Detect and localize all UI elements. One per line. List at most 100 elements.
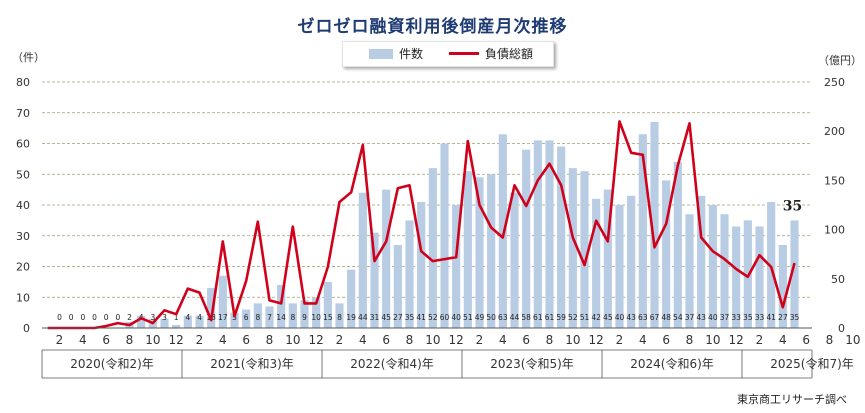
bar	[592, 198, 601, 328]
y-left-tick-label: 0	[23, 322, 30, 335]
x-month-tick-label: 10	[285, 333, 300, 347]
year-label: 2020(令和2)年	[70, 356, 154, 371]
bar	[685, 214, 694, 328]
bar	[755, 226, 764, 328]
bar	[440, 143, 449, 328]
bar	[662, 180, 671, 328]
bar	[650, 121, 659, 328]
bar-value-label: 33	[731, 313, 741, 322]
bar	[160, 318, 169, 328]
bar-value-label: 35	[405, 313, 415, 322]
last-bar-value-label: 35	[783, 198, 802, 214]
bar-value-label: 63	[498, 313, 508, 322]
bar	[288, 303, 297, 328]
bar	[603, 189, 612, 328]
bar-value-label: 44	[358, 313, 368, 322]
x-month-tick-label: 2	[56, 333, 64, 347]
bar	[778, 244, 787, 328]
y-right-tick-label: 100	[824, 224, 845, 237]
legend-label-debt: 負債総額	[485, 47, 534, 61]
bar-value-label: 63	[638, 313, 648, 322]
debt-series-line	[47, 120, 796, 330]
bar-value-label: 37	[720, 313, 730, 322]
bar	[218, 275, 227, 328]
bar	[277, 284, 286, 328]
bar-value-label: 3	[150, 313, 155, 322]
bar-value-label: 40	[615, 313, 625, 322]
y-left-tick-label: 50	[16, 168, 30, 181]
bar	[510, 192, 519, 328]
bar	[475, 177, 484, 328]
bar-value-label: 27	[778, 313, 788, 322]
bar-value-label: 7	[267, 313, 272, 322]
x-month-tick-label: 8	[126, 333, 134, 347]
bar-value-label: 49	[475, 313, 485, 322]
bar	[393, 244, 402, 328]
bar	[522, 149, 531, 328]
bar-value-label: 17	[218, 313, 228, 322]
bar	[615, 205, 624, 328]
bar	[790, 220, 799, 328]
y-left-tick-label: 80	[16, 76, 30, 89]
bar-value-label: 60	[440, 313, 450, 322]
bar	[463, 171, 472, 328]
bar	[183, 315, 192, 328]
bar	[487, 174, 496, 328]
y-right-unit-label: （億円）	[818, 54, 862, 67]
bar	[207, 288, 216, 328]
bar	[347, 269, 356, 328]
bar-value-label: 42	[591, 313, 601, 322]
bar-value-label: 45	[603, 313, 613, 322]
bar	[720, 214, 729, 328]
x-month-tick-label: 4	[359, 333, 367, 347]
bar-value-label: 52	[568, 313, 578, 322]
bar-value-label: 44	[510, 313, 520, 322]
x-month-tick-label: 6	[802, 333, 810, 347]
x-month-tick-label: 6	[522, 333, 530, 347]
bar-value-label: 8	[290, 313, 295, 322]
bar-value-label: 15	[323, 313, 333, 322]
bar-value-label: 51	[463, 313, 473, 322]
bar-value-label: 40	[708, 313, 718, 322]
legend-swatch-debt	[449, 52, 479, 55]
x-month-tick-label: 12	[309, 333, 324, 347]
bar	[627, 195, 636, 328]
bar	[452, 205, 461, 328]
x-month-tick-label: 10	[425, 333, 440, 347]
bar-value-label: 52	[428, 313, 438, 322]
y-left-tick-label: 60	[16, 138, 30, 151]
bar	[265, 306, 274, 328]
bar	[242, 309, 251, 328]
bar-value-label: 35	[790, 313, 800, 322]
bar	[417, 201, 426, 328]
bar-value-label: 8	[337, 313, 342, 322]
x-month-tick-label: 2	[756, 333, 764, 347]
bar	[767, 201, 776, 328]
bar	[697, 195, 706, 328]
bar-value-label: 0	[57, 313, 62, 322]
bar-value-label: 0	[92, 313, 97, 322]
year-label: 2024(令和6)年	[630, 356, 714, 371]
bar	[253, 303, 262, 328]
y-right-tick-label: 50	[831, 273, 845, 286]
year-label: 2023(令和5)年	[490, 356, 574, 371]
bar	[172, 324, 181, 328]
bar-value-label: 10	[311, 313, 321, 322]
legend: 件数 負債総額	[342, 41, 554, 67]
bar-value-label: 67	[650, 313, 660, 322]
bar-value-label: 35	[743, 313, 753, 322]
bar	[230, 312, 239, 328]
bar	[335, 303, 344, 328]
x-month-tick-label: 2	[616, 333, 624, 347]
x-month-tick-label: 6	[382, 333, 390, 347]
x-month-tick-label: 12	[449, 333, 464, 347]
bar-value-label: 3	[162, 313, 167, 322]
bar-value-label: 31	[370, 313, 380, 322]
y-right-tick-label: 0	[838, 322, 845, 335]
bar-value-label: 50	[486, 313, 496, 322]
source-note: 東京商工リサーチ調べ	[737, 393, 847, 406]
bar-value-label: 58	[521, 313, 531, 322]
bar-value-label: 4	[197, 313, 202, 322]
bar-value-label: 0	[115, 313, 120, 322]
bar-value-label: 33	[755, 313, 765, 322]
